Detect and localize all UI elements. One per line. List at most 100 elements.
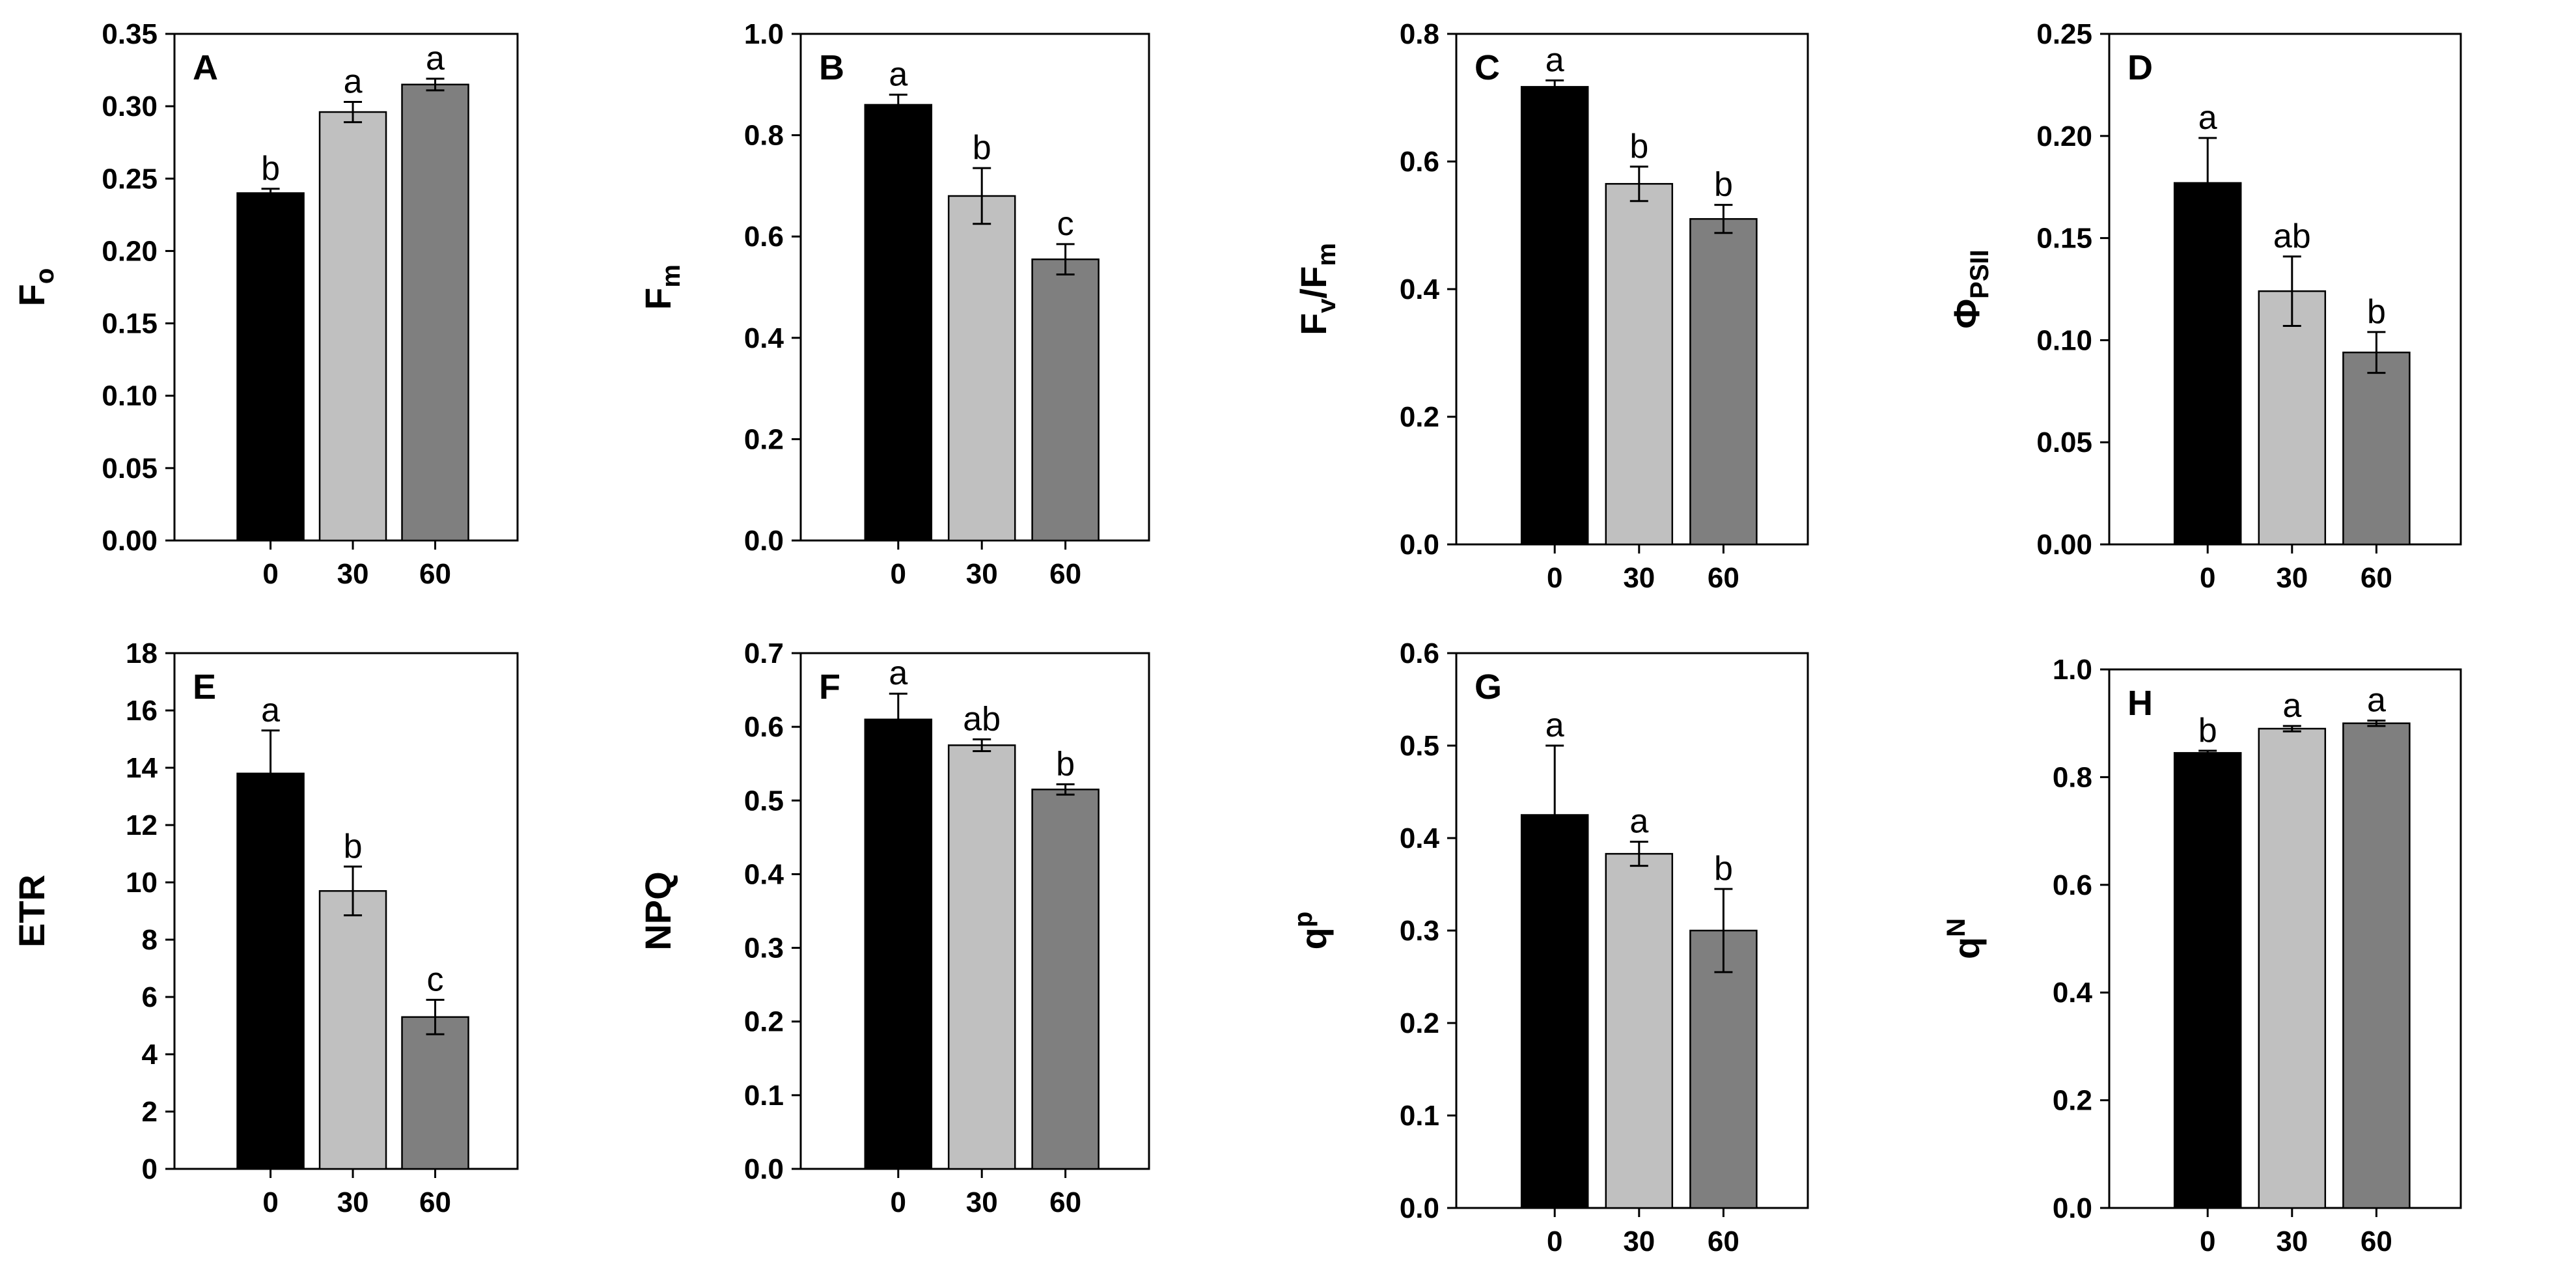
panel-e: 0 2 4 6 8 10 12 14 16 18 a 0 b 30 c 60 E ETR [11, 638, 519, 1218]
y-tick-label: 8 [142, 924, 158, 956]
x-tick-label: 30 [1623, 1226, 1655, 1257]
bar-0 [2173, 182, 2242, 546]
y-axis-label: NPQ [637, 871, 678, 950]
panel-letter: F [819, 667, 840, 707]
x-tick-label: 60 [419, 558, 451, 590]
y-tick-label: 0.8 [744, 120, 784, 152]
panel-letter: D [2127, 48, 2153, 87]
y-tick-label: 0.4 [1400, 273, 1440, 305]
panel-a: 0.00 0.05 0.10 0.15 0.20 0.25 0.30 0.35 b 0 a 30 a 60… [11, 18, 519, 590]
bar-30 [2258, 290, 2327, 546]
significance-letter: a [426, 40, 445, 77]
y-tick-label: 0.15 [2036, 223, 2092, 255]
panel-letter: B [819, 48, 844, 87]
significance-letter: a [889, 55, 907, 93]
x-tick-label: 0 [2200, 1226, 2215, 1257]
y-tick-label: 0.00 [2036, 529, 2092, 561]
x-tick-label: 0 [891, 1186, 906, 1218]
significance-letter: b [1714, 850, 1733, 888]
x-tick-label: 60 [2361, 1226, 2392, 1257]
y-tick-label: 0.4 [1400, 822, 1440, 854]
panel-g: 0.0 0.1 0.2 0.3 0.4 0.5 0.6 a 0 a 30 b 60 Gqp [1289, 638, 1809, 1257]
y-tick-label: 0.35 [102, 18, 158, 50]
bar-0 [2173, 751, 2242, 1209]
y-tick-label: 0.3 [744, 932, 784, 964]
x-tick-label: 60 [419, 1186, 451, 1218]
bar-30 [318, 890, 387, 1170]
bar-30 [1605, 183, 1674, 546]
panel-b: 0.0 0.2 0.4 0.6 0.8 1.0 a 0 b 30 c 60 B Fm [637, 18, 1150, 590]
y-tick-label: 0.6 [744, 711, 784, 743]
y-tick-label: 0.6 [744, 221, 784, 253]
bar-0 [864, 104, 933, 542]
y-tick-label: 0.6 [1400, 146, 1439, 178]
y-tick-label: 0 [142, 1153, 158, 1185]
significance-letter: a [2367, 682, 2386, 720]
y-tick-label: 0.3 [1400, 915, 1439, 947]
significance-letter: c [427, 961, 444, 998]
significance-letter: b [261, 150, 280, 188]
significance-letter: a [2282, 687, 2301, 725]
significance-letter: b [2198, 712, 2217, 750]
y-tick-label: 0.2 [744, 1006, 784, 1038]
x-tick-label: 60 [2361, 562, 2392, 594]
significance-letter: a [1545, 42, 1564, 79]
x-tick-label: 60 [1049, 558, 1081, 590]
y-tick-label: 12 [126, 809, 158, 841]
y-tick-label: 0.2 [1400, 1007, 1439, 1039]
x-tick-label: 0 [262, 1186, 278, 1218]
significance-letter: ab [963, 700, 1001, 738]
y-tick-label: 18 [126, 638, 158, 669]
y-tick-label: 10 [126, 867, 158, 899]
bar-60 [1031, 258, 1100, 542]
y-tick-label: 0.8 [1400, 18, 1439, 50]
bar-30 [2258, 727, 2327, 1209]
y-tick-label: 0.0 [2053, 1192, 2092, 1224]
y-axis-label: ETR [11, 875, 52, 947]
bar-0 [1520, 86, 1589, 546]
significance-letter: b [344, 828, 363, 865]
significance-letter: ab [2273, 217, 2311, 255]
y-tick-label: 0.6 [2053, 869, 2092, 901]
significance-letter: b [1714, 166, 1733, 204]
panel-d: 0.00 0.05 0.10 0.15 0.20 0.25 a 0 ab 30 b 60 D ΦPSII [1946, 18, 2462, 594]
y-tick-label: 0.5 [744, 785, 784, 817]
panel-letter: G [1475, 667, 1502, 707]
y-tick-label: 1.0 [2053, 654, 2092, 686]
y-tick-label: 0.05 [102, 453, 158, 484]
panel-letter: E [193, 667, 216, 707]
y-axis-label: Fm [637, 264, 686, 310]
y-tick-label: 6 [142, 981, 158, 1013]
bar-60 [2342, 351, 2411, 546]
significance-letter: a [889, 654, 907, 692]
panel-letter: A [193, 48, 218, 87]
y-tick-label: 0.6 [1400, 638, 1439, 669]
significance-letter: b [2367, 293, 2386, 331]
x-tick-label: 30 [966, 558, 998, 590]
y-tick-label: 2 [142, 1096, 158, 1128]
bar-60 [1689, 217, 1758, 546]
panel-f: 0.0 0.1 0.2 0.3 0.4 0.5 0.6 0.7 a 0 ab 30 b 60 F NPQ [637, 638, 1150, 1218]
y-axis-label: Fo [11, 268, 59, 307]
y-tick-label: 0.1 [1400, 1100, 1439, 1132]
bar-0 [864, 718, 933, 1170]
x-tick-label: 0 [1547, 1226, 1562, 1257]
y-axis-label: qp [1289, 912, 1334, 950]
y-tick-label: 0.7 [744, 638, 784, 669]
significance-letter: a [1545, 707, 1564, 744]
bar-60 [401, 1016, 469, 1170]
x-tick-label: 60 [1708, 1226, 1739, 1257]
bar-30 [947, 744, 1016, 1170]
x-tick-label: 60 [1708, 562, 1739, 594]
y-tick-label: 0.1 [744, 1080, 784, 1112]
panel-letter: H [2127, 684, 2153, 723]
y-tick-label: 0.30 [102, 91, 158, 122]
significance-letter: a [344, 63, 363, 100]
x-tick-label: 30 [2276, 1226, 2308, 1257]
bar-30 [318, 111, 387, 542]
y-tick-label: 0.15 [102, 308, 158, 340]
y-tick-label: 0.20 [102, 235, 158, 267]
significance-letter: b [973, 129, 991, 167]
y-axis-label: qN [1942, 918, 1987, 959]
